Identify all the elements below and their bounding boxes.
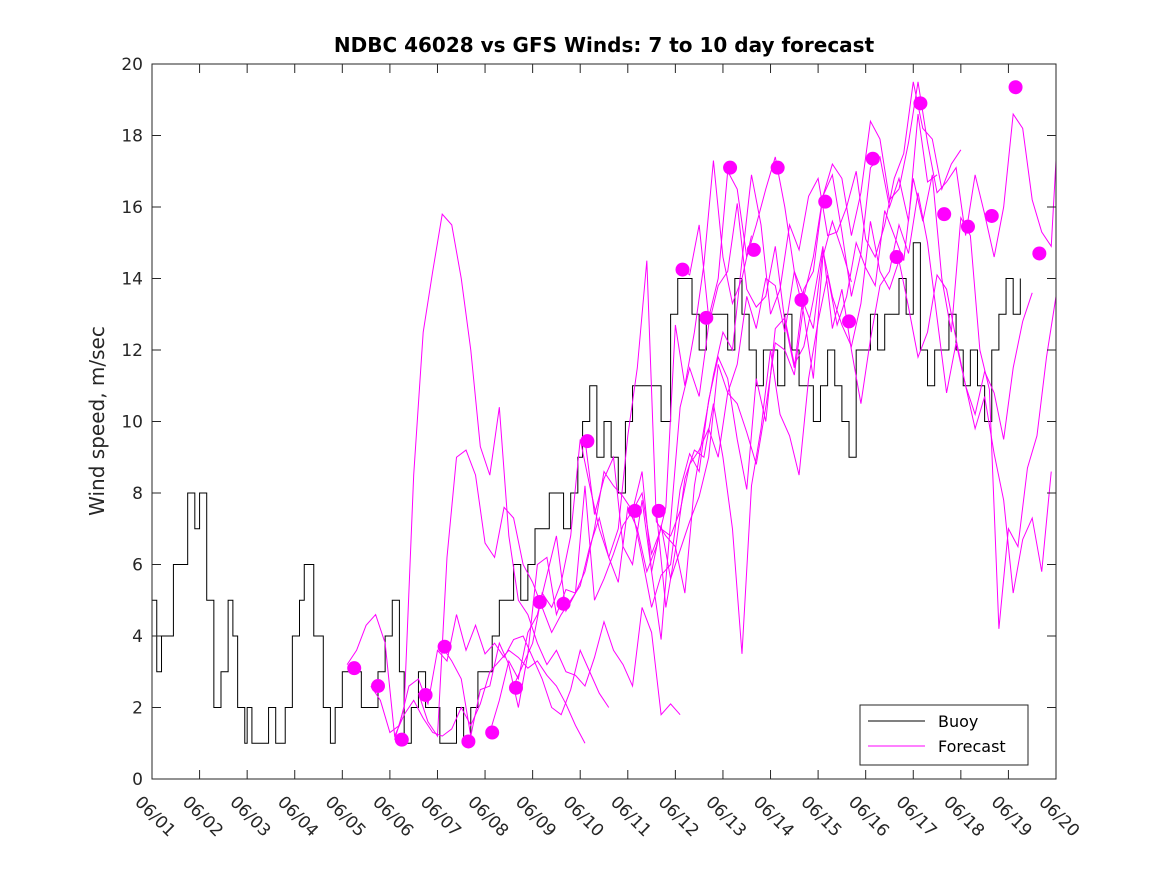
x-tick-label: 06/08 — [464, 792, 513, 841]
x-tick-label: 06/15 — [797, 792, 846, 841]
y-tick-label: 8 — [132, 484, 143, 504]
legend-buoy-label: Buoy — [938, 712, 978, 731]
forecast-series-line-7 — [513, 81, 962, 687]
forecast-marker — [461, 734, 476, 749]
y-tick-label: 16 — [121, 198, 143, 218]
y-tick-label: 14 — [121, 270, 143, 290]
forecast-series-line-8 — [584, 221, 1033, 579]
forecast-marker — [913, 96, 928, 111]
forecast-marker — [651, 503, 666, 518]
x-tick-label: 06/11 — [606, 792, 655, 841]
legend: Buoy Forecast — [859, 704, 1029, 766]
buoy-series-line — [152, 242, 1021, 744]
forecast-marker — [723, 160, 738, 175]
forecast-marker — [842, 314, 857, 329]
forecast-marker — [746, 242, 761, 257]
forecast-series-line-3 — [394, 213, 681, 740]
y-tick-label: 2 — [132, 699, 143, 719]
x-tick-label: 06/05 — [321, 792, 370, 841]
y-tick-label: 10 — [121, 413, 143, 433]
forecast-marker — [794, 292, 809, 307]
x-tick-label: 06/03 — [226, 792, 275, 841]
forecast-marker — [418, 687, 433, 702]
x-tick-label: 06/16 — [844, 792, 893, 841]
x-tick-label: 06/06 — [368, 792, 417, 841]
y-tick-label: 18 — [121, 127, 143, 147]
y-tick-label: 6 — [132, 556, 143, 576]
forecast-marker — [960, 219, 975, 234]
forecast-marker — [937, 207, 952, 222]
forecast-marker — [580, 434, 595, 449]
forecast-series-line-11 — [679, 81, 1057, 318]
forecast-marker — [699, 310, 714, 325]
x-tick-label: 06/13 — [701, 792, 750, 841]
forecast-marker — [347, 661, 362, 676]
y-tick-label: 12 — [121, 341, 143, 361]
forecast-marker — [485, 725, 500, 740]
x-tick-label: 06/14 — [749, 792, 798, 841]
forecast-marker — [508, 680, 523, 695]
y-axis: 0 2 4 6 8 10 12 14 16 18 20 — [121, 55, 1056, 790]
forecast-marker — [675, 262, 690, 277]
plot-series-group — [152, 80, 1057, 749]
x-tick-label: 06/12 — [654, 792, 703, 841]
x-tick-label: 06/02 — [178, 792, 227, 841]
forecast-marker — [371, 679, 385, 694]
forecast-marker — [1032, 246, 1047, 261]
x-tick-label: 06/19 — [987, 792, 1036, 841]
chart-title: NDBC 46028 vs GFS Winds: 7 to 10 day for… — [334, 33, 875, 57]
y-tick-label: 4 — [132, 627, 143, 647]
y-tick-label: 20 — [121, 55, 143, 75]
forecast-marker — [1008, 80, 1023, 95]
x-tick-label: 06/20 — [1034, 792, 1083, 841]
forecast-marker — [770, 160, 785, 175]
x-tick-label: 06/09 — [511, 792, 560, 841]
forecast-marker — [984, 208, 999, 223]
x-tick-label: 06/01 — [130, 792, 179, 841]
forecast-marker — [394, 732, 409, 747]
x-tick-label: 06/07 — [416, 792, 465, 841]
forecast-marker — [889, 250, 904, 265]
forecast-series-line-9 — [632, 192, 1052, 608]
forecast-marker — [556, 596, 571, 611]
forecast-series-line-10 — [655, 174, 1057, 654]
forecast-series-line-1 — [346, 613, 586, 744]
forecast-series-line-4 — [417, 160, 752, 738]
forecast-marker — [532, 595, 547, 610]
forecast-marker — [818, 194, 833, 209]
forecast-marker — [627, 503, 642, 518]
forecast-marker — [865, 151, 880, 166]
y-tick-label: 0 — [132, 770, 143, 790]
forecast-marker — [437, 639, 452, 654]
forecast-series-line-2 — [370, 614, 610, 734]
legend-forecast-label: Forecast — [938, 737, 1006, 756]
x-tick-label: 06/10 — [559, 792, 608, 841]
y-axis-label: Wind speed, m/sec — [85, 326, 109, 516]
legend-box — [859, 704, 1029, 766]
x-tick-label: 06/18 — [939, 792, 988, 841]
x-tick-label: 06/04 — [273, 792, 322, 841]
x-tick-label: 06/17 — [892, 792, 941, 841]
